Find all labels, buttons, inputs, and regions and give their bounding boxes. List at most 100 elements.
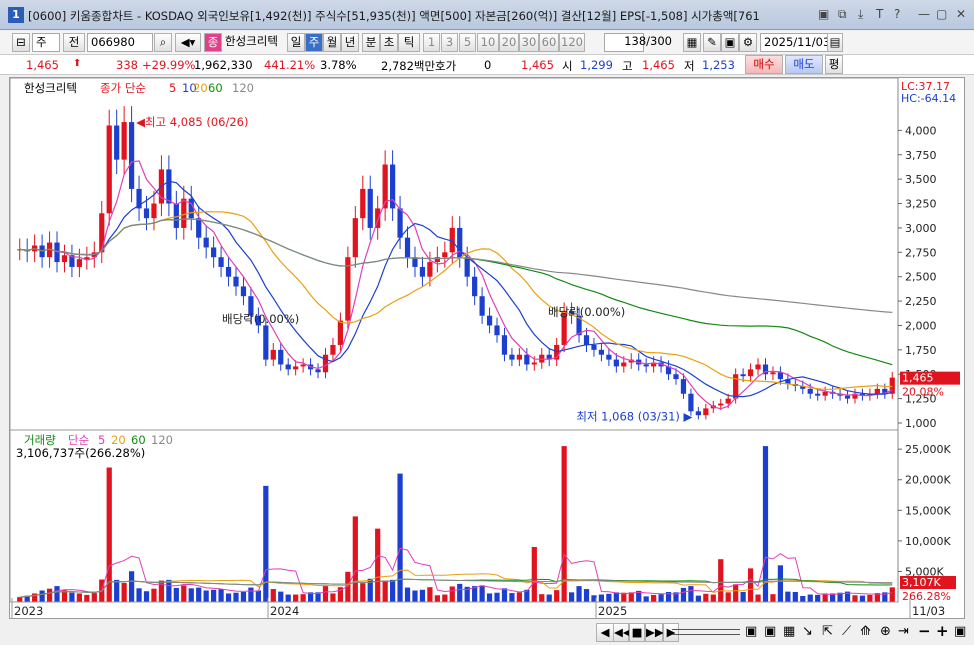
volume-bar: [591, 595, 597, 602]
price-axis-label: 1,750: [905, 344, 937, 357]
trade-amount: 2,782백만: [381, 59, 436, 73]
zoom-out-button[interactable]: −: [918, 622, 931, 640]
stop-button[interactable]: ■: [629, 623, 645, 642]
period-year-button[interactable]: 년: [341, 33, 359, 52]
chart-tool2-icon[interactable]: ▣: [764, 624, 777, 639]
volume-bar: [293, 594, 299, 602]
volume-bar: [427, 587, 433, 602]
period-month-button[interactable]: 월: [323, 33, 341, 52]
price-axis-label: 2,500: [905, 271, 937, 284]
interval-20-button[interactable]: 20: [499, 33, 519, 52]
arrow-icon[interactable]: ↘: [802, 624, 813, 639]
candle-body: [673, 374, 679, 380]
period-day-button[interactable]: 일: [287, 33, 305, 52]
avg-button[interactable]: 평: [825, 55, 843, 74]
volume-bar: [524, 589, 530, 602]
interval-30-button[interactable]: 30: [519, 33, 539, 52]
candle-body: [546, 354, 552, 360]
code-input[interactable]: 066980: [87, 33, 153, 52]
scroll-right-button[interactable]: ▶▶: [645, 623, 664, 642]
interval-1-button[interactable]: 1: [423, 33, 440, 52]
window-link-icon[interactable]: ⧉: [838, 7, 847, 21]
candle-body: [419, 266, 426, 277]
volume-bar: [84, 594, 90, 602]
maximize-icon[interactable]: ▢: [936, 7, 948, 21]
font-icon[interactable]: T: [876, 7, 884, 21]
fib-icon[interactable]: ⟰: [860, 624, 871, 639]
help-icon[interactable]: ?: [894, 7, 901, 21]
cursor-icon[interactable]: ⇱: [822, 624, 833, 639]
save-icon[interactable]: ▣: [721, 33, 739, 52]
chart-settings-icon[interactable]: ▦: [683, 33, 701, 52]
pin-icon[interactable]: ⤓: [858, 7, 864, 21]
interval-select[interactable]: [604, 33, 644, 52]
current-price: 1,465: [26, 58, 59, 72]
volume-axis-label: 20,000K: [905, 474, 951, 487]
open-label: 시: [562, 59, 573, 73]
tool-icon[interactable]: ✎: [703, 33, 721, 52]
volume-bar: [830, 593, 836, 602]
line-icon[interactable]: ⟋: [842, 624, 852, 639]
candle-body: [114, 125, 120, 160]
low-annotation: 최저 1,068 (03/31) ▶: [576, 409, 692, 423]
candle-body: [501, 335, 508, 355]
date-input[interactable]: 2025/11/03: [760, 33, 830, 52]
scroll-end-button[interactable]: ▶: [663, 623, 679, 642]
price-axis-label: 1,250: [905, 393, 937, 406]
volume-bar: [718, 559, 724, 602]
sound-icon[interactable]: ◀▾: [175, 33, 201, 52]
candle-body: [106, 125, 112, 214]
stock-type-select[interactable]: 주: [32, 33, 60, 52]
volume-bar: [688, 586, 694, 602]
current-price-axis-label: 1,465: [902, 372, 934, 385]
period-second-button[interactable]: 초: [380, 33, 398, 52]
layout-icon[interactable]: ▣: [954, 624, 967, 639]
scroll-start-button[interactable]: ◀: [596, 623, 614, 642]
volume-bar: [561, 446, 567, 602]
gear-icon[interactable]: ⚙: [739, 33, 757, 52]
window-number-badge: 1: [8, 7, 24, 23]
volume-axis-label: 15,000K: [905, 504, 951, 517]
volume-bar: [61, 590, 68, 602]
volume-bar: [434, 595, 440, 602]
interval-3-button[interactable]: 3: [441, 33, 458, 52]
calendar-icon[interactable]: ▤: [827, 33, 843, 52]
candle-body: [181, 198, 187, 228]
chart-svg[interactable]: 4,000 3,750 3,500 3,250 3,000 2,750 2,500 2,250…: [10, 78, 966, 620]
search-icon[interactable]: ⌕: [154, 33, 172, 52]
window-menu-icon[interactable]: ▣: [818, 7, 830, 21]
candle-body: [367, 188, 373, 228]
ruler-icon[interactable]: ⊕: [880, 624, 891, 639]
zoom-in-button[interactable]: +: [936, 622, 949, 640]
volume-bar: [173, 587, 179, 602]
candle-body: [837, 393, 843, 396]
period-minute-button[interactable]: 분: [362, 33, 380, 52]
stock-name: 한성크리텍: [225, 34, 278, 48]
candle-body: [822, 391, 828, 396]
scroll-left-button[interactable]: ◀◀: [613, 623, 632, 642]
quote-label: 호가: [435, 59, 457, 73]
layout-icon[interactable]: ⊟: [12, 33, 30, 52]
grid-icon[interactable]: ▦: [783, 624, 796, 639]
volume-bar: [755, 594, 761, 602]
interval-120-button[interactable]: 120: [559, 33, 585, 52]
ray-icon[interactable]: ⇥: [898, 624, 909, 639]
candle-body: [762, 364, 769, 375]
interval-10-button[interactable]: 10: [477, 33, 499, 52]
volume-bar: [240, 591, 247, 602]
sell-button[interactable]: 매도: [785, 55, 823, 74]
ma-20-line: [19, 211, 893, 390]
zoom-slider[interactable]: [672, 629, 740, 635]
chart-tool-icon[interactable]: ▣: [745, 624, 758, 639]
period-week-button[interactable]: 주: [305, 33, 323, 52]
candle-body: [621, 362, 627, 367]
prev-button[interactable]: 전: [63, 33, 85, 52]
close-icon[interactable]: ✕: [956, 7, 967, 21]
period-tick-button[interactable]: 틱: [398, 33, 420, 52]
chart-area[interactable]: 4,000 3,750 3,500 3,250 3,000 2,750 2,500 2,250…: [9, 77, 965, 619]
buy-button[interactable]: 매수: [745, 55, 783, 74]
volume-bar: [76, 593, 82, 602]
interval-5-button[interactable]: 5: [459, 33, 476, 52]
interval-60-button[interactable]: 60: [539, 33, 559, 52]
minimize-icon[interactable]: —: [918, 7, 930, 21]
